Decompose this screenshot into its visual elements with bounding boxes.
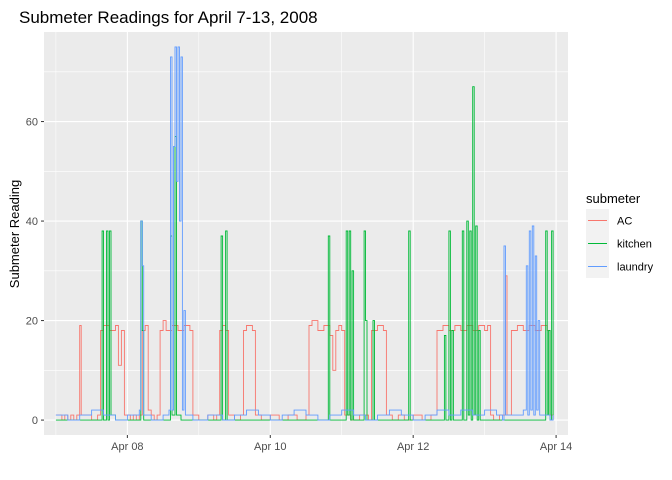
plot-panel (44, 32, 568, 435)
legend-label-laundry: laundry (617, 262, 654, 274)
y-tick-label: 0 (32, 415, 38, 427)
series-lines (55, 46, 554, 421)
x-tick-label: Apr 14 (540, 441, 572, 453)
x-tick-label: Apr 12 (397, 441, 429, 453)
legend-title: submeter (586, 191, 641, 206)
series-line-laundry (55, 46, 554, 421)
y-tick-label: 20 (26, 316, 38, 328)
x-tick-label: Apr 10 (254, 441, 286, 453)
minor-gridlines (44, 32, 568, 435)
y-tick-label: 40 (26, 216, 38, 228)
x-axis-ticks: Apr 08 Apr 10 Apr 12 Apr 14 (111, 435, 572, 453)
legend-items: AC kitchen laundry (586, 209, 654, 278)
legend-label-kitchen: kitchen (617, 239, 652, 251)
y-axis-ticks: 0 20 40 60 (26, 117, 44, 427)
x-tick-label: Apr 08 (111, 441, 143, 453)
y-tick-label: 60 (26, 117, 38, 129)
y-axis-title: Submeter Reading (7, 180, 22, 288)
chart-title: Submeter Readings for April 7-13, 2008 (19, 8, 318, 27)
legend-label-AC: AC (617, 216, 632, 228)
legend: submeter AC kitchen laundry (586, 191, 654, 278)
